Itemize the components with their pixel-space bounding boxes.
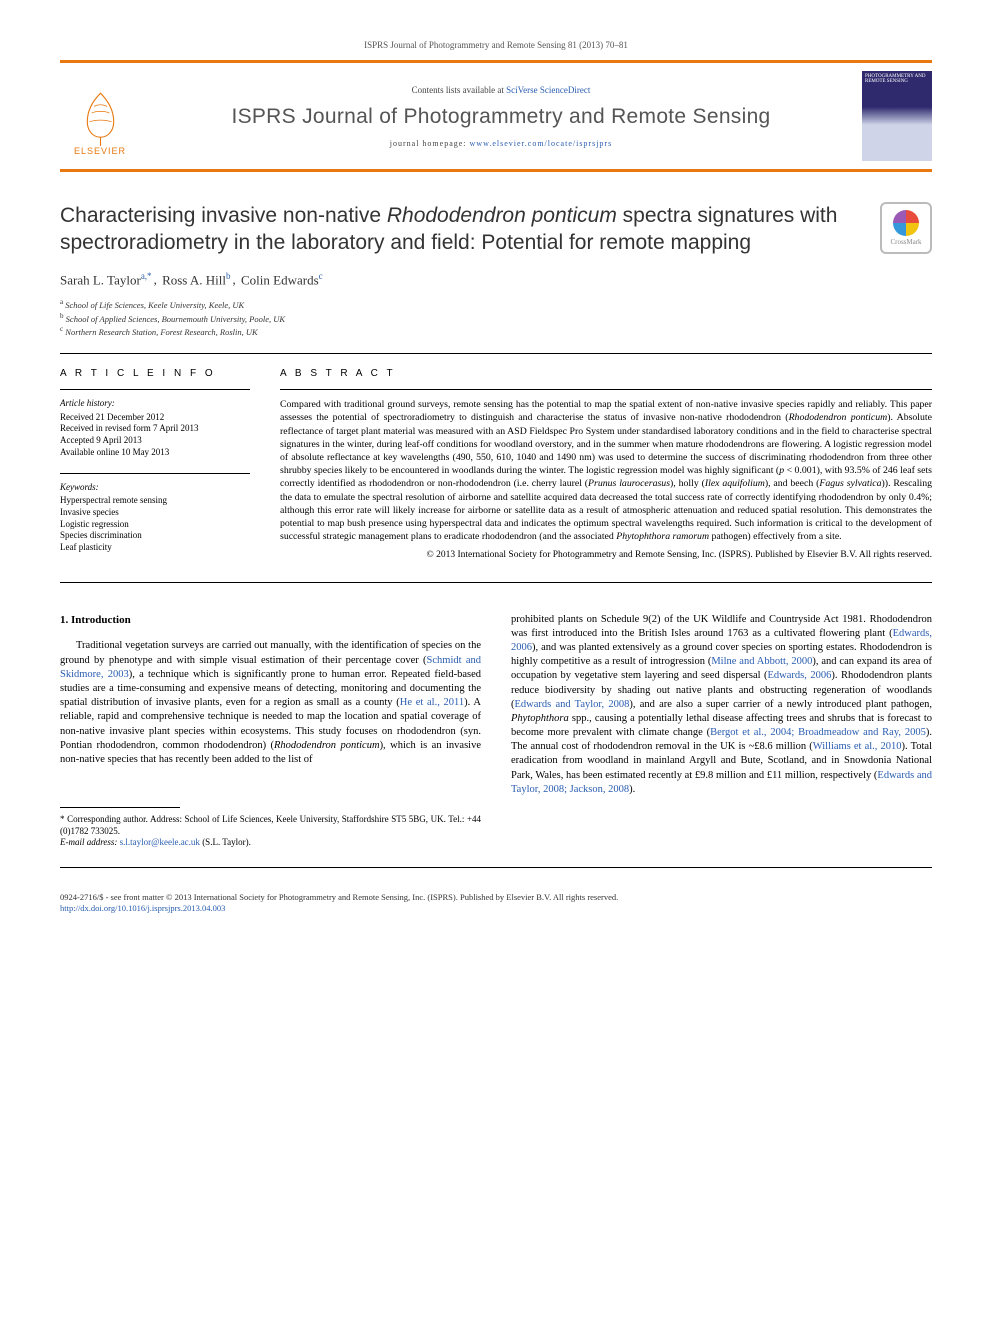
column-right: prohibited plants on Schedule 9(2) of th…: [511, 613, 932, 849]
keywords-label: Keywords:: [60, 482, 250, 494]
journal-banner: ELSEVIER Contents lists available at Sci…: [60, 60, 932, 172]
article-info-head: A R T I C L E I N F O: [60, 368, 250, 379]
keyword-3: Logistic regression: [60, 519, 250, 531]
doi-link[interactable]: http://dx.doi.org/10.1016/j.isprsjprs.20…: [60, 903, 225, 913]
cite-williams[interactable]: Williams et al., 2010: [813, 741, 902, 752]
crossmark-label: CrossMark: [890, 238, 921, 246]
homepage-label: journal homepage:: [390, 139, 470, 148]
crossmark-icon: [893, 210, 919, 236]
cite-edwards06b[interactable]: Edwards, 2006: [768, 670, 832, 681]
date-online: Available online 10 May 2013: [60, 447, 250, 459]
cite-bergot[interactable]: Bergot et al., 2004; Broadmeadow and Ray…: [710, 727, 926, 738]
cite-he[interactable]: He et al., 2011: [400, 697, 464, 708]
author-3: Colin Edwards: [241, 272, 319, 287]
author-2: Ross A. Hill: [162, 272, 226, 287]
banner-middle: Contents lists available at SciVerse Sci…: [140, 85, 862, 148]
cite-edwards08a[interactable]: Edwards and Taylor, 2008: [515, 699, 630, 710]
abstract-text: Compared with traditional ground surveys…: [280, 398, 932, 543]
body-text: 1. Introduction Traditional vegetation s…: [60, 613, 932, 849]
article-title: Characterising invasive non-native Rhodo…: [60, 202, 860, 257]
document-footer: 0924-2716/$ - see front matter © 2013 In…: [60, 892, 932, 914]
keyword-2: Invasive species: [60, 507, 250, 519]
copyright: © 2013 International Society for Photogr…: [280, 549, 932, 561]
author-1: Sarah L. Taylor: [60, 272, 141, 287]
abstract-head: A B S T R A C T: [280, 368, 932, 379]
keyword-5: Leaf plasticity: [60, 542, 250, 554]
section-heading-1: 1. Introduction: [60, 613, 481, 628]
elsevier-logo: ELSEVIER: [60, 76, 140, 156]
date-revised: Received in revised form 7 April 2013: [60, 423, 250, 435]
authors: Sarah L. Taylora,*, Ross A. Hillb, Colin…: [60, 271, 860, 288]
front-matter: 0924-2716/$ - see front matter © 2013 In…: [60, 892, 932, 903]
email-link[interactable]: s.l.taylor@keele.ac.uk: [120, 837, 200, 847]
journal-cover-thumbnail: PHOTOGRAMMETRY AND REMOTE SENSING: [862, 71, 932, 161]
corresponding-author-footnote: * Corresponding author. Address: School …: [60, 814, 481, 849]
elsevier-tree-icon: [78, 91, 123, 146]
crossmark-badge[interactable]: CrossMark: [880, 202, 932, 254]
abstract: A B S T R A C T Compared with traditiona…: [280, 368, 932, 568]
sciencedirect-link[interactable]: SciVerse ScienceDirect: [506, 85, 590, 95]
keyword-4: Species discrimination: [60, 530, 250, 542]
date-received: Received 21 December 2012: [60, 412, 250, 424]
journal-name: ISPRS Journal of Photogrammetry and Remo…: [140, 105, 862, 129]
cite-milne[interactable]: Milne and Abbott, 2000: [711, 656, 812, 667]
date-accepted: Accepted 9 April 2013: [60, 435, 250, 447]
keyword-1: Hyperspectral remote sensing: [60, 495, 250, 507]
article-info: A R T I C L E I N F O Article history: R…: [60, 368, 250, 568]
contents-text: Contents lists available at: [412, 85, 506, 95]
running-header: ISPRS Journal of Photogrammetry and Remo…: [60, 40, 932, 50]
affiliations: a School of Life Sciences, Keele Univers…: [60, 298, 860, 339]
column-left: 1. Introduction Traditional vegetation s…: [60, 613, 481, 849]
history-label: Article history:: [60, 398, 250, 410]
homepage-link[interactable]: www.elsevier.com/locate/isprsjprs: [470, 139, 613, 148]
publisher-name: ELSEVIER: [74, 146, 126, 156]
